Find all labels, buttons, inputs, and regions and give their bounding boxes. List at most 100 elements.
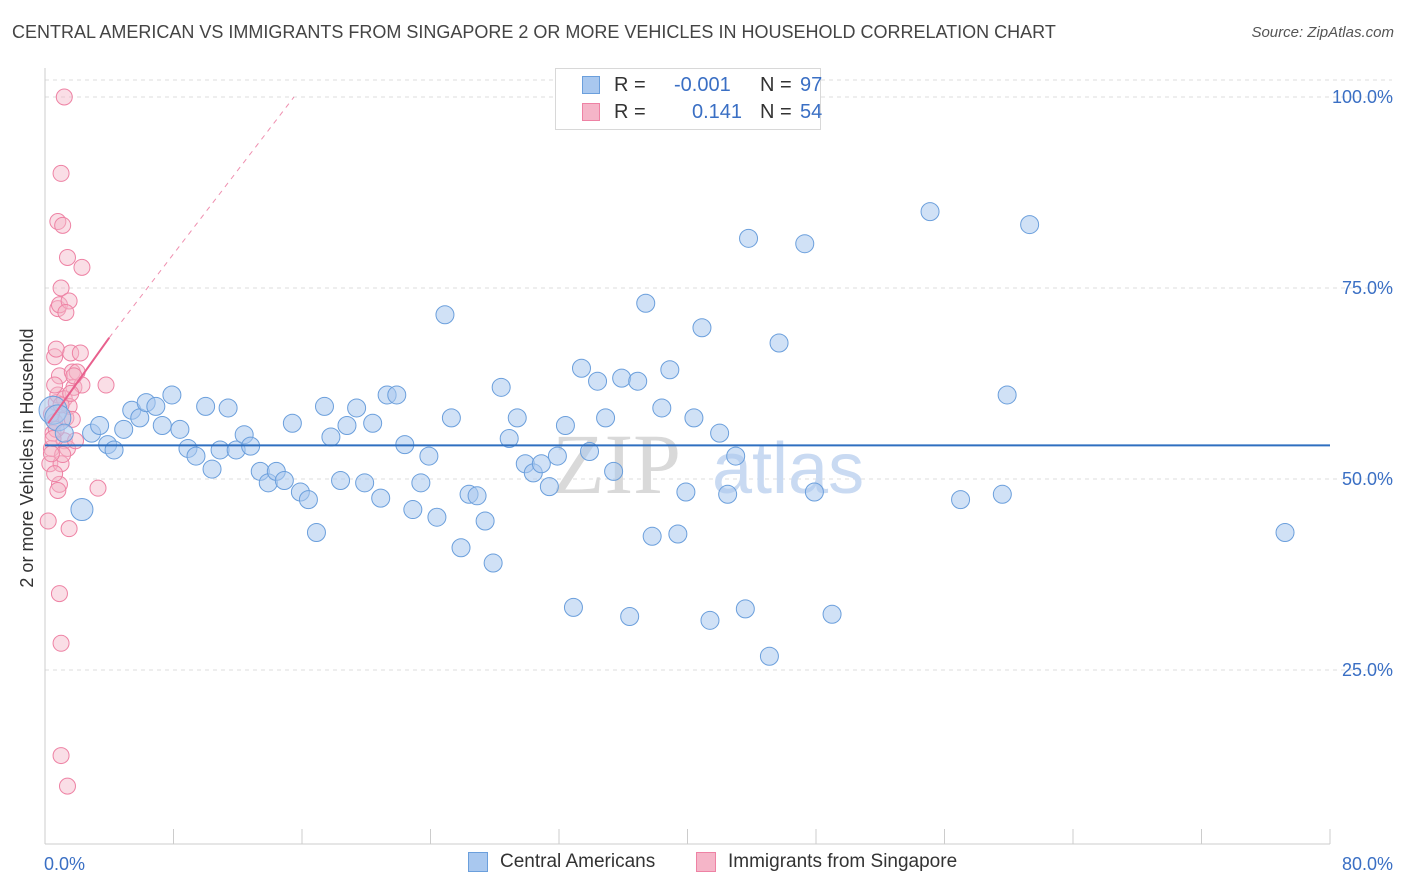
point-singapore xyxy=(50,367,68,385)
x-tick-label-min: 0.0% xyxy=(44,854,85,874)
point-central-american xyxy=(1020,215,1040,235)
point-singapore xyxy=(46,465,64,483)
axis-labels: 25.0% 50.0% 75.0% 100.0% 0.0% 80.0% 2 or more … xyxy=(17,87,1393,874)
point-central-american xyxy=(710,423,730,443)
point-singapore xyxy=(58,777,76,795)
point-central-american xyxy=(596,408,616,428)
point-central-american xyxy=(759,646,779,666)
point-central-american xyxy=(692,318,712,338)
source-label: Source: ZipAtlas.com xyxy=(1251,24,1394,41)
point-central-american xyxy=(676,482,696,502)
point-singapore xyxy=(50,475,68,493)
point-central-american xyxy=(104,440,124,460)
point-singapore xyxy=(97,376,115,394)
x-tick-label-max: 80.0% xyxy=(1342,854,1393,874)
point-central-american xyxy=(282,413,302,433)
point-central-american xyxy=(795,234,815,254)
point-central-american xyxy=(636,293,656,313)
y-axis-label: 2 or more Vehicles in Household xyxy=(17,328,37,587)
point-central-american xyxy=(652,398,672,418)
point-central-american xyxy=(306,522,326,542)
point-central-american xyxy=(331,471,351,491)
point-central-american xyxy=(668,524,688,544)
point-central-american xyxy=(700,610,720,630)
point-central-american xyxy=(441,408,461,428)
point-singapore xyxy=(49,481,67,499)
legend-label: Central Americans xyxy=(500,851,656,872)
point-central-american xyxy=(571,358,591,378)
point-singapore xyxy=(42,445,60,463)
y-tick-label: 50.0% xyxy=(1342,469,1393,489)
point-central-american xyxy=(739,228,759,248)
chart-title: CENTRAL AMERICAN VS IMMIGRANTS FROM SING… xyxy=(12,22,1056,42)
legend-swatch-pink xyxy=(582,103,600,121)
point-central-american xyxy=(435,305,455,325)
point-central-american xyxy=(483,553,503,573)
point-singapore xyxy=(60,292,78,310)
point-central-american xyxy=(451,538,471,558)
point-singapore xyxy=(46,376,64,394)
point-central-american xyxy=(580,441,600,461)
r-label: R = xyxy=(614,74,646,96)
point-central-american xyxy=(54,423,74,443)
point-central-american xyxy=(363,413,383,433)
point-central-american xyxy=(337,416,357,436)
point-central-american xyxy=(555,416,575,436)
point-central-american xyxy=(467,486,487,506)
trend-line-singapore xyxy=(47,337,111,424)
point-central-american xyxy=(186,446,206,466)
point-central-american xyxy=(403,500,423,520)
point-central-american xyxy=(539,477,559,497)
point-central-american xyxy=(992,484,1012,504)
point-singapore xyxy=(52,164,70,182)
point-central-american xyxy=(411,473,431,493)
point-central-american xyxy=(202,459,222,479)
point-central-american xyxy=(427,507,447,527)
point-central-american xyxy=(347,398,367,418)
point-singapore xyxy=(54,216,72,234)
n-label: N = xyxy=(760,74,792,96)
point-central-american xyxy=(507,408,527,428)
point-central-american xyxy=(718,484,738,504)
point-central-american xyxy=(1275,522,1295,542)
legend-swatch-blue xyxy=(468,852,488,872)
point-central-american xyxy=(355,473,375,493)
point-central-american xyxy=(419,446,439,466)
point-singapore xyxy=(55,88,73,106)
point-singapore xyxy=(57,303,75,321)
point-singapore xyxy=(39,512,57,530)
point-central-american xyxy=(146,396,166,416)
data-points xyxy=(38,88,1295,795)
point-singapore xyxy=(62,344,80,362)
point-central-american xyxy=(620,607,640,627)
point-central-american xyxy=(547,446,567,466)
point-singapore xyxy=(52,279,70,297)
point-central-american xyxy=(660,360,680,380)
point-central-american xyxy=(90,416,110,436)
stats-legend: R = -0.001 N = 97 R = 0.141 N = 54 xyxy=(555,68,823,130)
point-central-american xyxy=(531,454,551,474)
point-central-american xyxy=(196,396,216,416)
point-central-american xyxy=(920,202,940,222)
y-tick-label: 100.0% xyxy=(1332,87,1393,107)
r-value-blue: -0.001 xyxy=(674,74,731,96)
point-central-american xyxy=(951,490,971,510)
point-central-american xyxy=(70,498,94,522)
n-value-pink: 54 xyxy=(800,101,823,123)
point-singapore xyxy=(60,520,78,538)
point-central-american xyxy=(371,488,391,508)
point-central-american xyxy=(218,398,238,418)
point-central-american xyxy=(274,471,294,491)
point-singapore xyxy=(89,479,107,497)
point-singapore xyxy=(71,344,89,362)
legend-swatch-blue xyxy=(582,76,600,94)
axes xyxy=(44,68,1331,845)
point-singapore xyxy=(65,367,83,385)
point-singapore xyxy=(52,634,70,652)
point-central-american xyxy=(491,377,511,397)
point-central-american xyxy=(726,446,746,466)
r-label: R = xyxy=(614,101,646,123)
r-value-pink: 0.141 xyxy=(692,101,743,123)
point-central-american xyxy=(604,461,624,481)
point-singapore xyxy=(73,258,91,276)
